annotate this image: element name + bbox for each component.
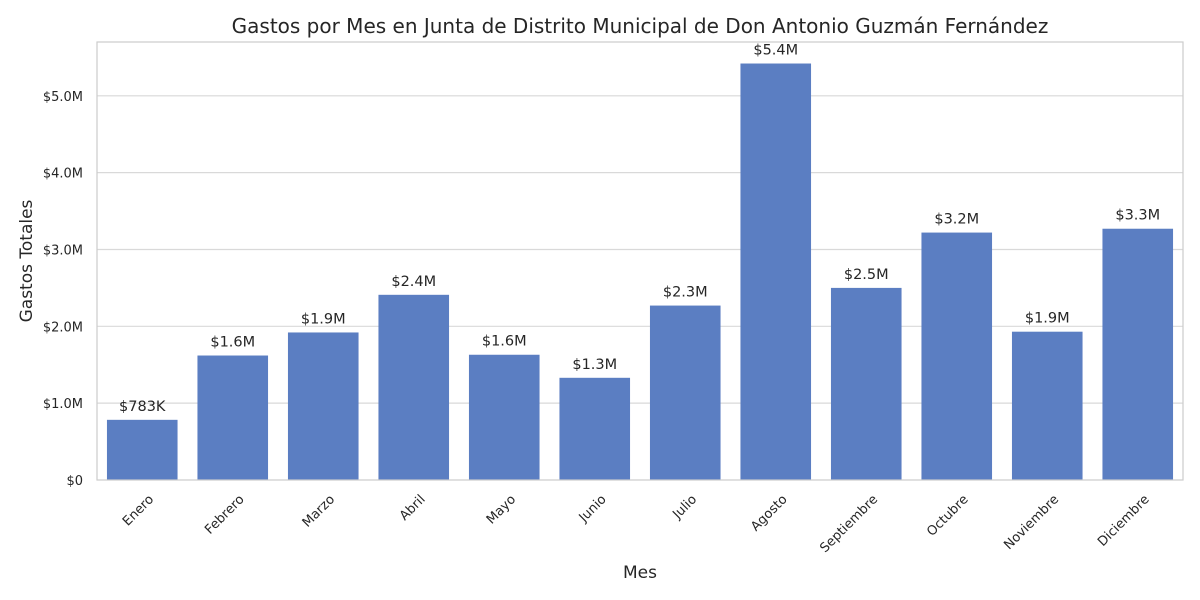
x-tick-label: Agosto bbox=[748, 492, 790, 534]
bar-value-label: $783K bbox=[119, 399, 166, 415]
grid-layer bbox=[97, 95, 1183, 404]
bar-diciembre bbox=[1102, 228, 1174, 480]
bar-enero bbox=[106, 419, 178, 480]
x-tick-label: Julio bbox=[669, 492, 700, 523]
x-tick-label: Octubre bbox=[924, 492, 971, 539]
x-tick-labels: Enero Febrero Marzo Abril Mayo Junio Julio Agos… bbox=[120, 492, 1153, 556]
bar-junio bbox=[559, 377, 631, 480]
bar-value-label: $1.3M bbox=[572, 357, 617, 373]
plot-frame bbox=[96, 41, 1184, 481]
y-tick-label: $1.0M bbox=[43, 397, 83, 412]
x-tick-label: Febrero bbox=[202, 492, 247, 537]
bar-value-label: $2.3M bbox=[663, 285, 708, 301]
x-tick-label: Mayo bbox=[484, 492, 519, 527]
x-tick-label: Abril bbox=[397, 492, 429, 524]
bar-marzo bbox=[287, 332, 359, 480]
y-axis-label: Gastos Totales bbox=[17, 199, 37, 322]
bar-octubre bbox=[921, 232, 993, 480]
bar-value-label: $3.3M bbox=[1115, 208, 1160, 224]
x-axis-label: Mes bbox=[623, 563, 657, 583]
x-tick-label: Diciembre bbox=[1095, 492, 1153, 550]
y-tick-label: $5.0M bbox=[43, 90, 83, 105]
bar-value-label: $2.5M bbox=[844, 267, 889, 283]
x-tick-label: Noviembre bbox=[1001, 492, 1062, 553]
y-tick-label: $2.0M bbox=[43, 320, 83, 335]
bar-mayo bbox=[468, 354, 540, 480]
bar-value-label: $1.6M bbox=[482, 334, 527, 350]
x-tick-label: Septiembre bbox=[817, 492, 881, 556]
bar-noviembre bbox=[1011, 331, 1083, 480]
bar-abril bbox=[378, 294, 450, 480]
bar-value-label: $1.9M bbox=[301, 311, 346, 327]
y-tick-label: $3.0M bbox=[43, 243, 83, 258]
bar-septiembre bbox=[830, 287, 902, 480]
bar-julio bbox=[649, 305, 721, 480]
y-tick-labels: $0 $1.0M $2.0M $3.0M $4.0M $5.0M bbox=[43, 90, 83, 489]
bar-value-label: $5.4M bbox=[753, 43, 798, 59]
y-tick-label: $0 bbox=[66, 474, 83, 489]
bar-value-label: $2.4M bbox=[391, 274, 436, 290]
bar-agosto bbox=[740, 63, 812, 481]
x-tick-label: Junio bbox=[576, 492, 610, 526]
chart-title: Gastos por Mes en Junta de Distrito Muni… bbox=[232, 14, 1049, 38]
bar-value-label: $1.9M bbox=[1025, 311, 1070, 327]
x-tick-label: Marzo bbox=[300, 492, 338, 530]
bar-value-label: $1.6M bbox=[210, 335, 255, 351]
bars-layer bbox=[106, 63, 1174, 481]
bar-value-labels: $783K $1.6M $1.9M $2.4M $1.6M $1.3M $2.3M $5.4M… bbox=[119, 43, 1160, 415]
bar-value-label: $3.2M bbox=[934, 212, 979, 228]
x-tick-label: Enero bbox=[120, 492, 157, 529]
y-tick-label: $4.0M bbox=[43, 167, 83, 182]
bar-febrero bbox=[197, 355, 269, 480]
